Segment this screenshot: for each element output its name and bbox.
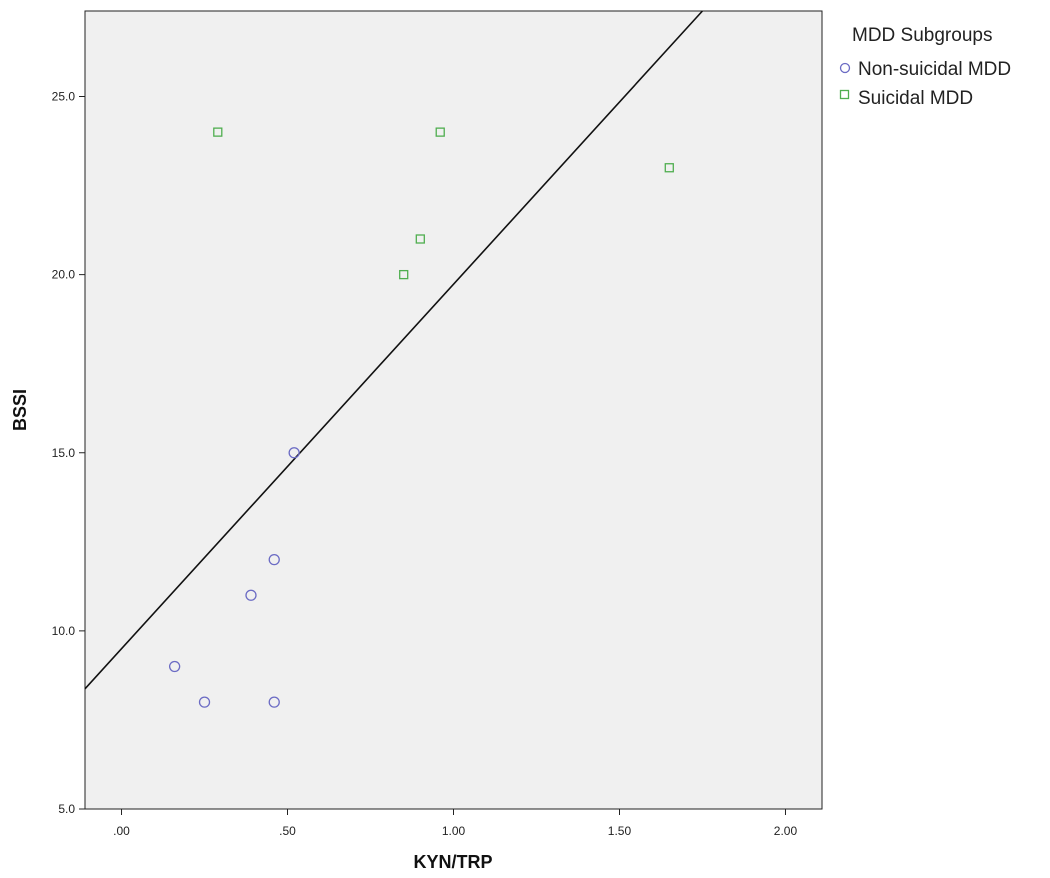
legend-marker-non-suicidal (839, 62, 851, 74)
data-point-non-suicidal (268, 553, 280, 566)
y-tick-label: 15.0 (52, 446, 76, 460)
x-tick-label: 1.00 (442, 824, 466, 838)
data-point-non-suicidal (168, 660, 181, 673)
x-tick-label: 1.50 (608, 824, 632, 838)
x-tick-label: .00 (113, 824, 130, 838)
data-point-non-suicidal (245, 589, 257, 601)
legend-label-non-suicidal: Non-suicidal MDD (858, 59, 1011, 80)
y-tick-label: 20.0 (52, 268, 76, 282)
x-axis: .00 .50 1.00 1.50 2.00 (113, 809, 797, 838)
legend: MDD Subgroups Non-suicidal MDD Suicidal … (839, 25, 1011, 109)
y-tick-label: 10.0 (52, 624, 76, 638)
legend-title: MDD Subgroups (852, 25, 992, 46)
x-tick-label: 2.00 (774, 824, 798, 838)
legend-marker-suicidal (839, 89, 850, 100)
x-axis-title: KYN/TRP (413, 852, 492, 872)
y-axis: 5.0 10.0 15.0 20.0 25.0 (52, 90, 85, 816)
data-point-suicidal (415, 234, 425, 244)
data-point-suicidal (664, 163, 674, 173)
fit-line (84, 10, 703, 690)
legend-label-suicidal: Suicidal MDD (858, 88, 973, 109)
data-point-suicidal (435, 127, 445, 137)
data-point-suicidal (399, 269, 409, 280)
y-axis-title: BSSI (10, 389, 30, 431)
plot-area (84, 10, 823, 810)
y-tick-label: 25.0 (52, 90, 76, 104)
data-point-suicidal (213, 127, 223, 137)
data-points (168, 127, 674, 708)
data-point-non-suicidal (198, 696, 211, 708)
fit-line-layer (84, 10, 703, 690)
y-tick-label: 5.0 (58, 802, 75, 816)
data-point-non-suicidal (268, 696, 280, 708)
x-tick-label: .50 (279, 824, 296, 838)
data-point-non-suicidal (288, 447, 300, 459)
